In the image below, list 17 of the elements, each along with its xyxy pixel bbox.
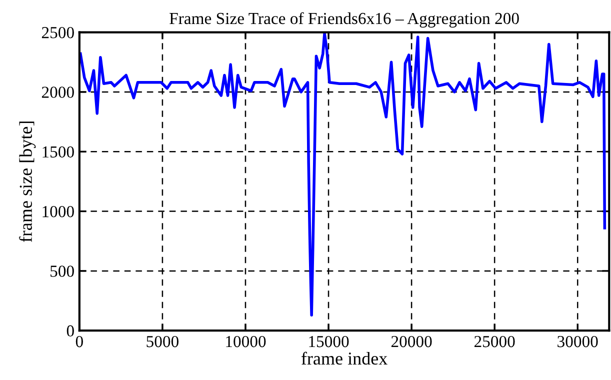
line-series bbox=[79, 32, 606, 316]
x-tick-label: 0 bbox=[76, 336, 83, 348]
x-tick-label: 10000 bbox=[226, 336, 266, 348]
x-tick-label: 20000 bbox=[391, 336, 432, 348]
y-tick-label: 0 bbox=[66, 325, 74, 337]
x-tick-label: 5000 bbox=[146, 336, 178, 348]
y-tick-label: 1500 bbox=[42, 146, 74, 158]
y-tick-label: 500 bbox=[50, 266, 74, 277]
y-tick-label: 2000 bbox=[42, 86, 74, 98]
y-axis-title: frame size [byte] bbox=[19, 122, 36, 242]
y-tick-label: 1000 bbox=[42, 206, 74, 218]
y-tick-label: 2500 bbox=[42, 27, 74, 38]
x-axis-title: frame index bbox=[301, 352, 388, 365]
x-tick-label: 25000 bbox=[474, 336, 515, 348]
x-tick-label: 15000 bbox=[309, 336, 349, 348]
chart-title: Frame Size Trace of Friends6x16 – Aggregation 200 bbox=[170, 12, 519, 28]
x-tick-label: 30000 bbox=[558, 336, 598, 348]
